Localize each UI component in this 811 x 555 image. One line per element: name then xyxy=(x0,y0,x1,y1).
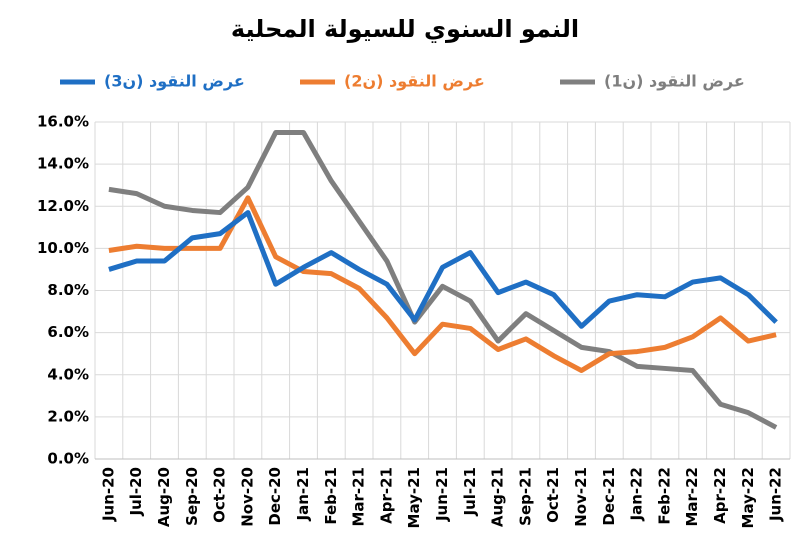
x-tick-label: Aug-20 xyxy=(155,467,173,527)
y-tick-label: 16.0% xyxy=(37,113,89,131)
x-tick-label: Jan-22 xyxy=(628,467,646,521)
x-tick-label: Apr-21 xyxy=(377,467,395,524)
x-tick-label: Mar-21 xyxy=(350,467,368,527)
x-tick-label: Feb-21 xyxy=(322,467,340,525)
x-tick-label: Dec-21 xyxy=(600,467,618,526)
x-tick-label: Nov-21 xyxy=(572,467,590,527)
series-line xyxy=(108,130,778,430)
y-tick-label: 14.0% xyxy=(37,155,89,173)
x-tick-label: May-21 xyxy=(405,467,423,528)
x-tick-label: Jun-21 xyxy=(433,467,451,522)
x-tick-label: Nov-20 xyxy=(238,467,256,527)
x-tick-label: Feb-22 xyxy=(655,467,673,525)
y-tick-label: 12.0% xyxy=(37,197,89,215)
y-tick-label: 0.0% xyxy=(47,450,89,468)
y-tick-label: 2.0% xyxy=(47,407,89,425)
x-tick-label: Jul-21 xyxy=(461,467,479,517)
y-tick-label: 10.0% xyxy=(37,239,89,257)
x-tick-label: Jul-20 xyxy=(127,467,145,517)
y-tick-label: 4.0% xyxy=(47,365,89,383)
x-tick-label: Apr-22 xyxy=(711,467,729,524)
x-tick-label: Aug-21 xyxy=(489,467,507,527)
y-tick-label: 8.0% xyxy=(47,281,89,299)
x-tick-label: Mar-22 xyxy=(683,467,701,527)
legend-label: عرض النقود (ن2) xyxy=(344,72,485,91)
x-tick-label: Sep-20 xyxy=(183,467,201,526)
x-tick-label: Jan-21 xyxy=(294,467,312,521)
x-tick-label: Oct-21 xyxy=(544,467,562,523)
x-tick-label: Jun-22 xyxy=(767,467,785,522)
legend-label: عرض النقود (ن3) xyxy=(104,72,245,91)
series-line xyxy=(108,210,778,329)
x-tick-label: Dec-20 xyxy=(266,467,284,526)
legend-label: عرض النقود (ن1) xyxy=(604,72,745,91)
x-tick-label: Oct-20 xyxy=(211,467,229,523)
series-line xyxy=(108,195,777,374)
y-tick-label: 6.0% xyxy=(47,323,89,341)
chart-title: النمو السنوي للسيولة المحلية xyxy=(231,15,579,43)
x-tick-label: Jun-20 xyxy=(99,467,117,522)
x-tick-label: May-22 xyxy=(739,467,757,528)
x-tick-label: Sep-21 xyxy=(516,467,534,526)
